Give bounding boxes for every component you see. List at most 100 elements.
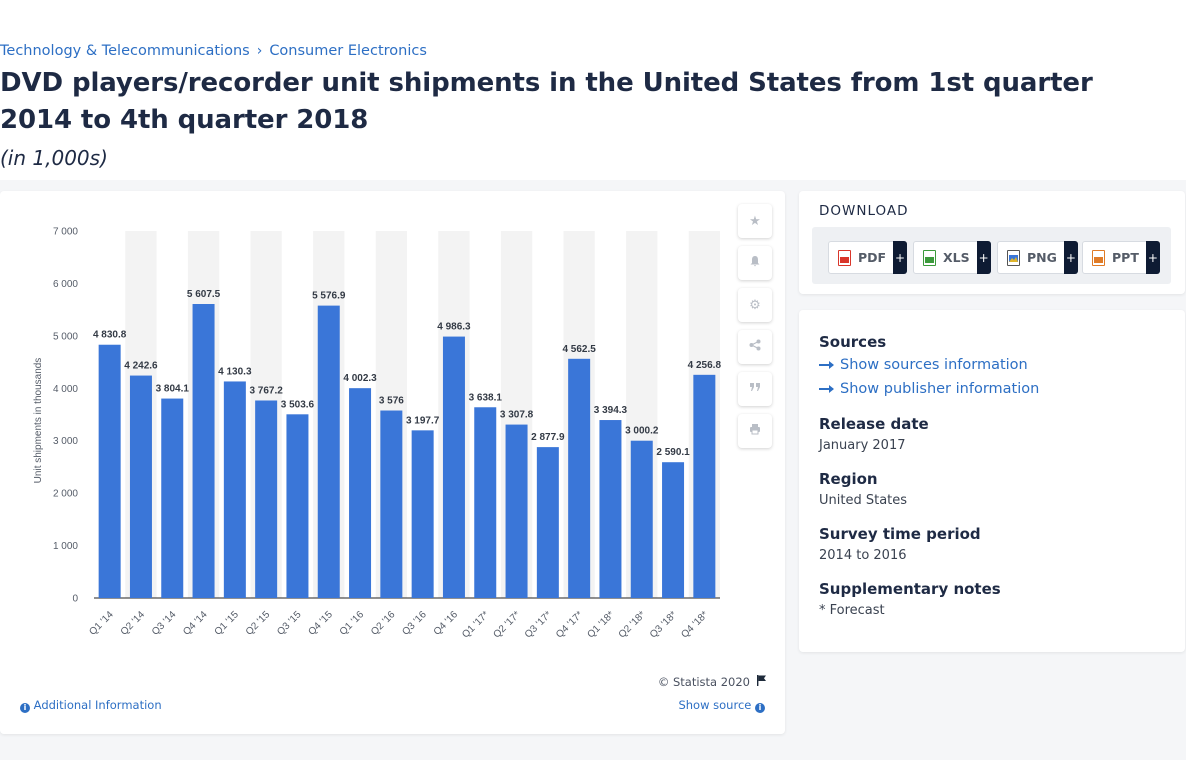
bar-chart: 0 1 000 2 000 3 000 4 000 5 000 6 000 7 000 Unit… (33, 227, 721, 641)
download-pdf-button[interactable]: PDF + (828, 241, 908, 274)
show-publisher-link[interactable]: Show publisher information (819, 381, 1039, 397)
x-tick-label: Q4 '14 (181, 609, 210, 638)
download-png-label: PNG (1027, 250, 1057, 265)
cite-button[interactable] (738, 372, 772, 406)
bar-value-label: 4 242.6 (124, 361, 158, 372)
x-tick-label: Q4 '17* (554, 609, 585, 640)
region-label: Region (819, 470, 878, 488)
bar-value-label: 2 590.1 (656, 447, 690, 458)
copyright: © Statista 2020 (658, 674, 767, 689)
bar-value-label: 3 394.3 (594, 405, 628, 416)
bar (693, 374, 716, 598)
share-button[interactable] (738, 330, 772, 364)
bar (474, 407, 497, 598)
bar (411, 430, 434, 598)
bar (568, 358, 591, 598)
bell-icon (749, 255, 761, 271)
bar-value-label: 5 607.5 (187, 289, 221, 300)
plus-icon: + (893, 241, 908, 274)
bar (442, 336, 465, 598)
release-date-label: Release date (819, 415, 929, 433)
x-tick-label: Q2 '17* (492, 609, 523, 640)
download-png-button[interactable]: PNG + (997, 241, 1078, 274)
x-tick-label: Q3 '16 (400, 609, 429, 638)
y-tick-label: 1 000 (53, 541, 78, 552)
download-card: DOWNLOAD PDF + XLS + PNG + PPT + (799, 191, 1185, 294)
flag-icon[interactable] (756, 674, 767, 689)
notification-button[interactable] (738, 246, 772, 280)
bar-value-label: 3 804.1 (156, 384, 190, 395)
page-title: DVD players/recorder unit shipments in t… (0, 68, 1093, 135)
xls-file-icon (923, 249, 936, 266)
y-tick-label: 5 000 (53, 331, 78, 342)
download-pdf-label: PDF (858, 250, 887, 265)
bar-value-label: 4 562.5 (562, 344, 596, 355)
bar-value-label: 3 767.2 (249, 385, 283, 396)
quote-icon (749, 381, 761, 397)
print-button[interactable] (738, 414, 772, 448)
breadcrumb-separator: › (256, 43, 263, 59)
supplementary-notes-value: * Forecast (819, 603, 885, 618)
chart-tools: ★ ⚙ (738, 204, 772, 456)
copyright-text: © Statista 2020 (657, 674, 750, 689)
x-tick-label: Q4 '18* (679, 609, 710, 640)
show-sources-link[interactable]: Show sources information (819, 357, 1028, 373)
survey-period-label: Survey time period (819, 525, 981, 543)
favorite-button[interactable]: ★ (738, 204, 772, 238)
arrow-right-icon (819, 361, 834, 369)
bar (161, 398, 184, 598)
download-xls-button[interactable]: XLS + (913, 241, 991, 274)
download-buttons: PDF + XLS + PNG + PPT + (812, 227, 1171, 284)
download-ppt-button[interactable]: PPT + (1082, 241, 1160, 274)
bar (129, 375, 152, 598)
bar (223, 381, 246, 598)
y-tick-label: 7 000 (53, 227, 78, 238)
x-tick-label: Q2 '18* (617, 609, 648, 640)
additional-information-link[interactable]: i Additional Information (20, 698, 162, 713)
show-source-link[interactable]: Show source i (678, 698, 765, 713)
plus-icon: + (1063, 241, 1078, 274)
pdf-file-icon (838, 249, 851, 266)
bar-value-label: 4 002.3 (343, 373, 377, 384)
sources-label: Sources (819, 333, 887, 351)
info-icon: i (20, 703, 30, 713)
bar-value-label: 3 638.1 (469, 392, 503, 403)
additional-information-label: Additional Information (33, 698, 162, 712)
bar (286, 414, 309, 598)
gear-icon: ⚙ (749, 297, 761, 313)
star-icon: ★ (749, 213, 761, 229)
show-publisher-label: Show publisher information (840, 381, 1040, 397)
info-icon: i (755, 703, 765, 713)
plus-icon: + (976, 241, 991, 274)
release-date-value: January 2017 (819, 438, 906, 453)
y-tick-label: 4 000 (53, 384, 78, 395)
region-value: United States (819, 493, 908, 508)
survey-period-value: 2014 to 2016 (819, 548, 907, 563)
bar-value-label: 3 503.6 (281, 399, 315, 410)
x-tick-label: Q3 '14 (150, 609, 179, 638)
page-subtitle: (in 1,000s) (0, 146, 108, 170)
bar (98, 344, 121, 598)
breadcrumb: Technology & Telecommunications › Consum… (0, 43, 427, 59)
bar-value-label: 4 130.3 (218, 366, 252, 377)
arrow-right-icon (819, 385, 834, 393)
x-tick-label: Q1 '15 (213, 609, 242, 638)
bar (380, 410, 403, 598)
bar (349, 388, 372, 598)
bar-value-label: 3 576 (379, 396, 404, 407)
download-title: DOWNLOAD (819, 203, 909, 219)
bar (255, 400, 278, 598)
settings-button[interactable]: ⚙ (738, 288, 772, 322)
bar-value-label: 2 877.9 (531, 432, 565, 443)
x-tick-label: Q4 '15 (306, 609, 335, 638)
bar (599, 420, 622, 598)
y-axis-label: Unit shipments in thousands (33, 358, 44, 484)
bar (317, 305, 340, 598)
x-tick-label: Q3 '15 (275, 609, 304, 638)
bar-value-label: 4 986.3 (437, 322, 471, 333)
breadcrumb-link-consumer-electronics[interactable]: Consumer Electronics (269, 43, 427, 59)
breadcrumb-link-technology[interactable]: Technology & Telecommunications (0, 43, 250, 59)
x-tick-label: Q1 '16 (338, 609, 367, 638)
x-tick-label: Q1 '14 (87, 609, 116, 638)
x-tick-label: Q3 '18* (648, 609, 679, 640)
